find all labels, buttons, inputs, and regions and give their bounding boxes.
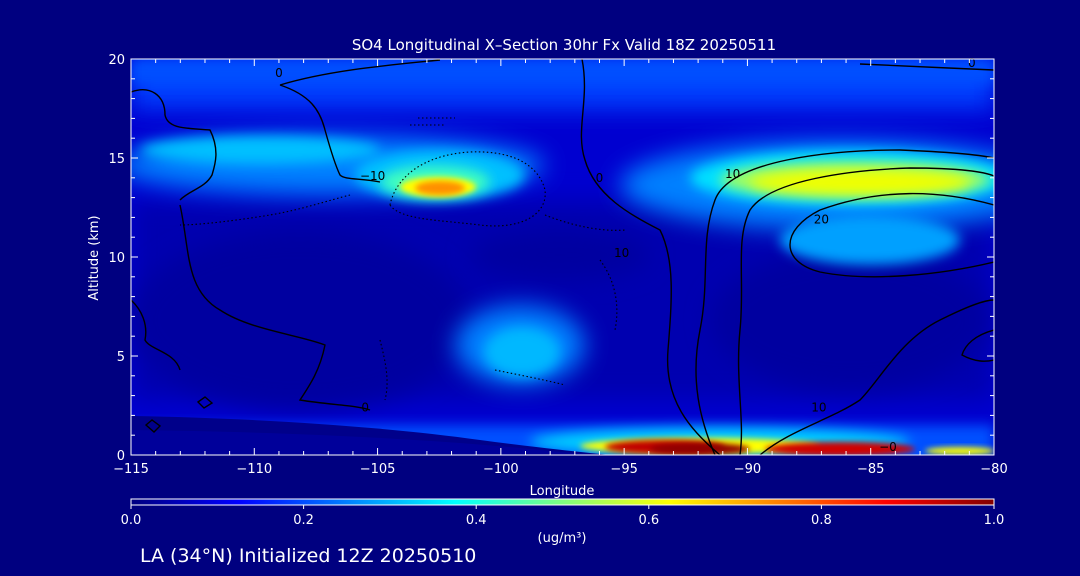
x-tick-label: −110	[236, 462, 272, 477]
footer-caption: LA (34°N) Initialized 12Z 20250510	[140, 545, 476, 567]
concentration-field	[131, 59, 994, 455]
colorbar-tick-label: 0.6	[638, 513, 659, 528]
colorbar-tick-label: 0.8	[811, 513, 832, 528]
y-tick-label: 5	[117, 350, 125, 365]
contour-label: 10	[811, 400, 826, 414]
contour-label: 10	[725, 167, 740, 181]
x-tick-label: −95	[610, 462, 637, 477]
colorbar-tick-label: 1.0	[984, 513, 1005, 528]
colorbar	[130, 498, 995, 506]
contour-label: −10	[360, 169, 385, 183]
y-axis: 0 5 10 15 20	[108, 53, 994, 464]
x-tick-label: −80	[980, 462, 1007, 477]
contour-labels: 0 −10 0 10 20 10 10 0 0 −0	[275, 56, 976, 454]
x-axis: −115 −110 −105 −100 −95 −90 −85 −80	[113, 59, 1008, 477]
x-tick-label: −90	[734, 462, 761, 477]
contour-label: 0	[361, 400, 369, 414]
y-axis-label: Altitude (km)	[87, 215, 102, 300]
y-tick-label: 20	[108, 53, 125, 68]
colorbar-unit-label: (ug/m³)	[538, 531, 587, 546]
y-tick-label: 0	[117, 449, 125, 464]
colorbar-ticks: 0.0 0.2 0.4 0.6 0.8 1.0	[121, 505, 1005, 528]
x-tick-label: −115	[113, 462, 149, 477]
y-tick-label: 15	[108, 152, 125, 167]
contour-label: 0	[275, 66, 283, 80]
colorbar-tick-label: 0.2	[293, 513, 314, 528]
contour-label: −0	[879, 440, 897, 454]
contour-label: 20	[814, 212, 829, 226]
contour-label: 0	[968, 56, 976, 70]
x-axis-label: Longitude	[530, 484, 595, 499]
contour-label: 10	[614, 246, 629, 260]
y-tick-label: 10	[108, 251, 125, 266]
colorbar-tick-label: 0.4	[466, 513, 487, 528]
x-tick-label: −100	[483, 462, 519, 477]
x-tick-label: −105	[360, 462, 396, 477]
x-tick-label: −85	[857, 462, 884, 477]
colorbar-tick-label: 0.0	[121, 513, 142, 528]
chart-title: SO4 Longitudinal X–Section 30hr Fx Valid…	[352, 36, 776, 54]
contour-label: 0	[596, 171, 604, 185]
